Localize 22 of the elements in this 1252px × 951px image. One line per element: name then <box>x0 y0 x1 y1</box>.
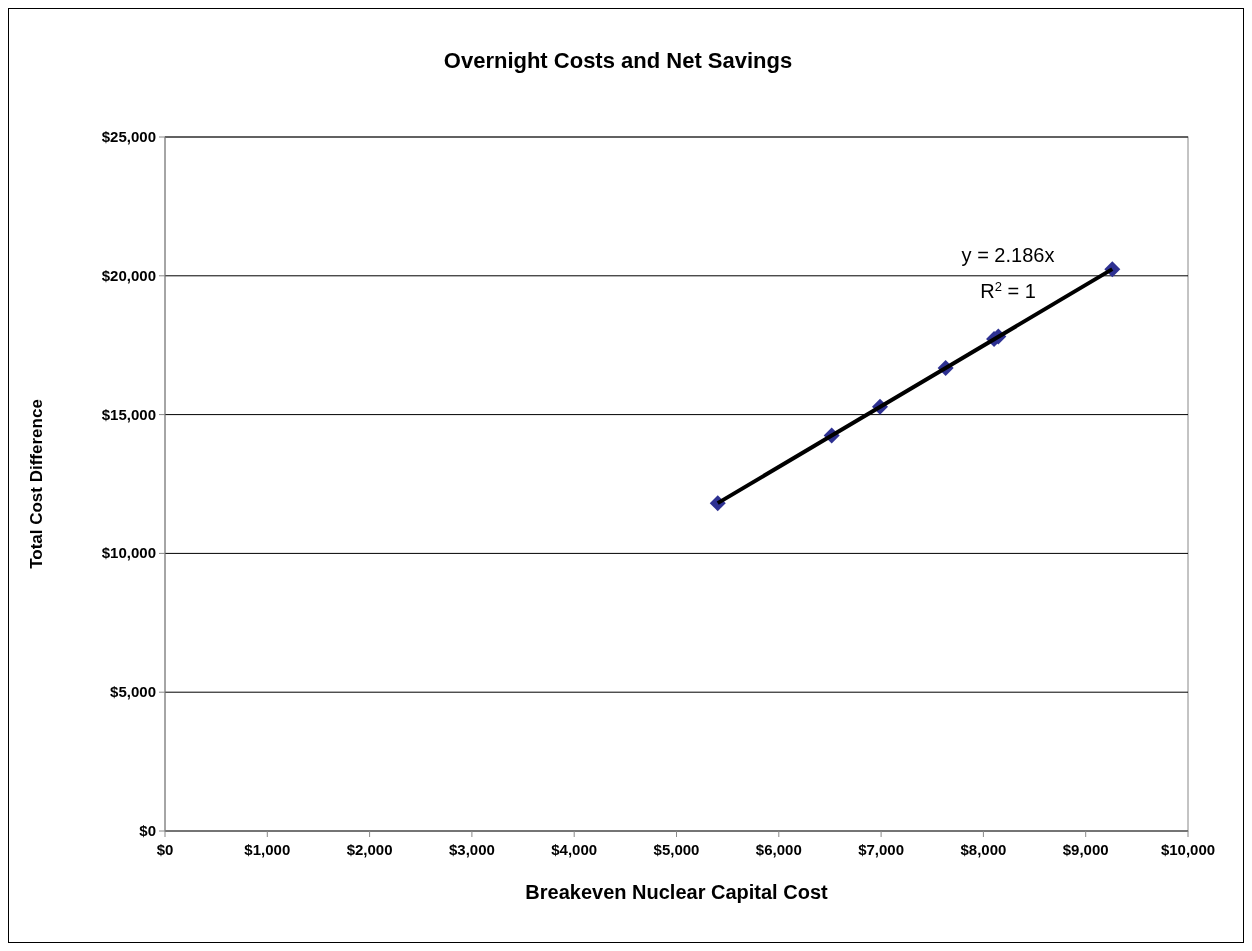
x-tick-label: $0 <box>156 841 174 858</box>
x-tick-label: $6,000 <box>755 841 802 858</box>
chart-title: Overnight Costs and Net Savings <box>443 48 793 73</box>
y-tick-label: $10,000 <box>101 544 156 562</box>
annotation: y = 2.186x <box>961 244 1055 266</box>
x-tick-label: $4,000 <box>551 841 598 858</box>
x-tick-label: $3,000 <box>448 841 495 858</box>
y-axis-title: Total Cost Difference <box>27 399 46 569</box>
y-tick-label: $0 <box>139 822 156 839</box>
y-tick-label: $25,000 <box>101 128 156 145</box>
annotation: R$^{2}$ = 1 <box>980 278 1036 302</box>
x-tick-label: $7,000 <box>858 841 905 858</box>
x-axis-title: Breakeven Nuclear Capital Cost <box>525 881 829 903</box>
y-tick-label: $5,000 <box>110 683 156 701</box>
x-tick-label: $2,000 <box>346 841 393 858</box>
x-tick-label: $8,000 <box>960 841 1007 858</box>
x-tick-label: $1,000 <box>244 841 291 858</box>
y-tick-label: $15,000 <box>101 405 156 423</box>
x-tick-label: $5,000 <box>653 841 700 858</box>
y-tick-label: $20,000 <box>101 266 156 284</box>
x-tick-label: $9,000 <box>1062 841 1109 858</box>
x-tick-label: $10,000 <box>1160 841 1216 858</box>
